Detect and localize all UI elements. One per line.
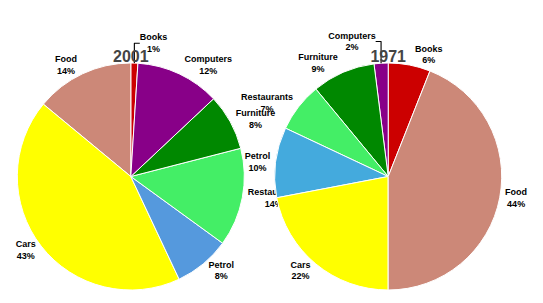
svg-text:Computers2%: Computers2%	[328, 31, 376, 53]
svg-text:Cars22%: Cars22%	[290, 260, 310, 282]
svg-text:Petrol10%: Petrol10%	[245, 151, 271, 173]
svg-text:Food44%: Food44%	[505, 187, 527, 209]
html-text:Restaurants: Restaurants	[247, 187, 300, 198]
svg-text:1971: 1971	[370, 48, 406, 65]
svg-text:Furniture9%: Furniture9%	[298, 52, 338, 74]
svg-text:Cars43%: Cars43%	[16, 239, 36, 261]
svg-text:Books6%: Books6%	[415, 44, 443, 66]
svg-text:Computers12%: Computers12%	[185, 54, 233, 76]
svg-text:Restaurants7%: Restaurants7%	[241, 92, 293, 114]
svg-text:Petrol8%: Petrol8%	[209, 260, 235, 282]
svg-text:Food14%: Food14%	[55, 54, 77, 76]
svg-text:Books1%: Books1%	[140, 32, 168, 54]
html-text:14%: 14%	[264, 199, 283, 209]
svg-text:Furniture8%: Furniture8%	[236, 108, 276, 130]
svg-text:2001: 2001	[113, 48, 149, 65]
